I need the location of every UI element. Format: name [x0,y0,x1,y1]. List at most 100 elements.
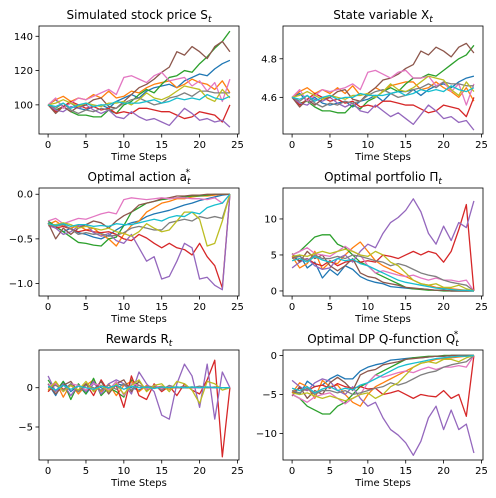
axes-frame [38,25,240,135]
series-line-9 [47,85,231,108]
y-tick-label: 0 [27,383,33,394]
subplot-5: 0 5 10 15 20 25 0 −5 Time Steps Rewards Rt [18,332,244,489]
series-line-4 [47,359,231,458]
series-line-3 [291,44,475,114]
x-tick-label: 10 [361,302,374,313]
subplot-2: 0 5 10 15 20 25 4.6 4.8 Time Steps State variable… [261,8,488,163]
series-line-8 [291,81,474,108]
subplot-1: 0 5 10 15 20 25 100 120 140 Time Steps Simulated s… [14,8,244,163]
x-axis-label: Time Steps [110,478,167,489]
x-tick-label: 20 [437,140,450,151]
y-tick-label: −10 [256,429,277,440]
series-line-2 [291,354,474,407]
series-line-10 [47,193,231,228]
axes-frame [282,25,484,135]
series-line-10 [291,255,474,292]
x-tick-label: 10 [117,140,130,151]
series-line-9 [47,379,231,405]
x-tick-label: 10 [117,302,130,313]
y-tick-label: 0 [271,351,277,362]
series-line-7 [47,193,231,225]
x-tick-label: 25 [475,140,488,151]
subplot-3: 0 5 10 15 20 25 0.0 −0.5 −1.0 Time Steps Optimal a… [9,168,244,325]
series-line-10 [291,85,475,102]
subplot-title: State variable Xt [333,8,433,25]
x-tick-label: 20 [193,466,206,477]
x-tick-label: 20 [437,466,450,477]
subplot-title: Rewards Rt [106,332,173,349]
x-tick-label: 0 [45,302,51,313]
series-line-10 [291,354,474,394]
series-line-4 [291,203,475,292]
series-line-3 [47,193,230,247]
series-line-3 [47,30,231,118]
y-tick-label: 5 [271,250,277,261]
series-line-5 [291,96,475,131]
subplot-title: Optimal DP Q-function Qt* [307,330,459,349]
series-line-9 [291,354,475,402]
x-tick-label: 0 [45,140,51,151]
series-line-8 [291,254,475,292]
y-tick-label: −5 [18,423,33,434]
x-axis-label: Time Steps [110,152,167,163]
x-tick-label: 15 [399,302,412,313]
x-tick-label: 20 [193,140,206,151]
y-tick-label: 4.6 [261,93,277,104]
x-tick-label: 0 [289,302,295,313]
series-line-9 [48,194,231,247]
axes-frame [282,349,484,461]
x-tick-label: 15 [399,466,412,477]
x-tick-label: 5 [327,140,333,151]
x-tick-label: 0 [289,140,295,151]
axes-frame [282,187,484,297]
series-line-3 [291,234,474,292]
y-tick-label: 0.0 [17,190,33,201]
x-tick-label: 20 [437,302,450,313]
x-tick-label: 25 [475,466,488,477]
subplot-title: Optimal portfolio Πt [324,170,442,187]
y-tick-label: 10 [264,214,277,225]
series-line-10 [47,384,230,391]
x-tick-label: 10 [361,466,374,477]
x-tick-label: 15 [155,466,168,477]
series-line-10 [47,93,231,109]
x-tick-label: 25 [231,466,244,477]
x-axis-label: Time Steps [110,314,167,325]
x-tick-label: 5 [83,302,89,313]
series-line-5 [47,104,231,128]
series-line-8 [291,354,475,396]
series-line-8 [47,383,230,393]
x-tick-label: 10 [117,466,130,477]
axes-frame [38,349,240,461]
series-line-4 [47,194,231,289]
x-tick-label: 0 [289,466,295,477]
y-tick-label: −1.0 [9,279,33,290]
x-tick-label: 5 [327,302,333,313]
x-tick-label: 25 [231,140,244,151]
y-tick-label: 140 [14,32,33,43]
series-line-5 [47,194,231,291]
y-tick-label: −0.5 [9,234,33,245]
y-tick-label: 100 [14,100,33,111]
subplot-6: 0 5 10 15 20 25 0 −5 −10 Time Steps Optimal DP Q-f… [256,330,488,489]
series-line-9 [291,248,475,292]
y-tick-label: 0 [271,286,277,297]
series-line-5 [291,198,475,271]
y-tick-label: 120 [14,66,33,77]
x-tick-label: 10 [361,140,374,151]
x-tick-label: 15 [155,140,168,151]
x-tick-label: 25 [231,302,244,313]
subplot-title: Simulated stock price St [67,8,212,25]
x-axis-label: Time Steps [354,478,411,489]
y-tick-label: −5 [262,390,277,401]
x-tick-label: 15 [399,140,412,151]
x-axis-label: Time Steps [354,314,411,325]
x-tick-label: 5 [327,466,333,477]
series-line-9 [291,75,475,100]
series-line-3 [291,354,474,415]
x-tick-label: 5 [83,140,89,151]
y-tick-label: 4.8 [261,54,277,65]
series-line-7 [47,71,231,109]
x-axis-label: Time Steps [354,152,411,163]
